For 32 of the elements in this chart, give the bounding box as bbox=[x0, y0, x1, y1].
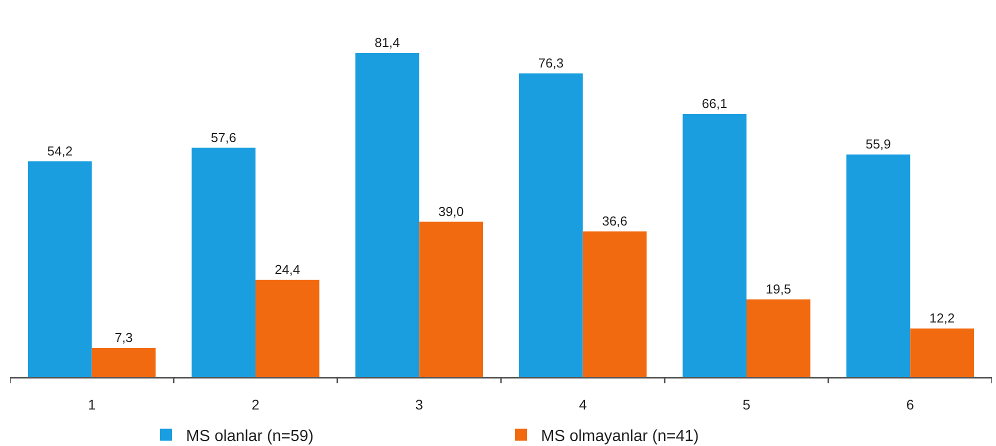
bar bbox=[746, 299, 810, 377]
legend-label: MS olmayanlar (n=41) bbox=[541, 428, 699, 445]
x-tick-label: 3 bbox=[415, 396, 424, 412]
data-label: 54,2 bbox=[47, 143, 73, 158]
x-tick-label: 1 bbox=[88, 396, 96, 412]
bar bbox=[92, 348, 156, 377]
bar bbox=[28, 161, 92, 377]
bar bbox=[419, 222, 483, 377]
bar bbox=[519, 73, 583, 377]
bar bbox=[192, 148, 256, 377]
bar bbox=[910, 328, 974, 377]
bar bbox=[846, 154, 910, 377]
data-label: 76,3 bbox=[538, 55, 564, 70]
bar bbox=[355, 53, 420, 377]
x-tick-label: 5 bbox=[742, 396, 751, 412]
data-label: 55,9 bbox=[866, 136, 891, 152]
bar bbox=[256, 280, 320, 377]
data-label: 24,4 bbox=[274, 262, 300, 277]
data-label: 57,6 bbox=[210, 130, 236, 145]
data-label: 36,6 bbox=[602, 213, 628, 228]
bar bbox=[582, 231, 647, 377]
bar bbox=[682, 114, 746, 377]
data-label: 39,0 bbox=[438, 204, 464, 219]
x-tick-label: 2 bbox=[252, 396, 260, 412]
data-label: 81,4 bbox=[374, 35, 400, 50]
data-label: 19,5 bbox=[766, 281, 792, 296]
x-tick-label: 4 bbox=[578, 396, 587, 412]
data-label: 12,2 bbox=[929, 310, 955, 326]
data-label: 66,1 bbox=[702, 96, 728, 111]
data-label: 7,3 bbox=[114, 330, 133, 345]
x-tick-label: 6 bbox=[906, 396, 914, 412]
legend-label: MS olanlar (n=59) bbox=[186, 428, 314, 445]
